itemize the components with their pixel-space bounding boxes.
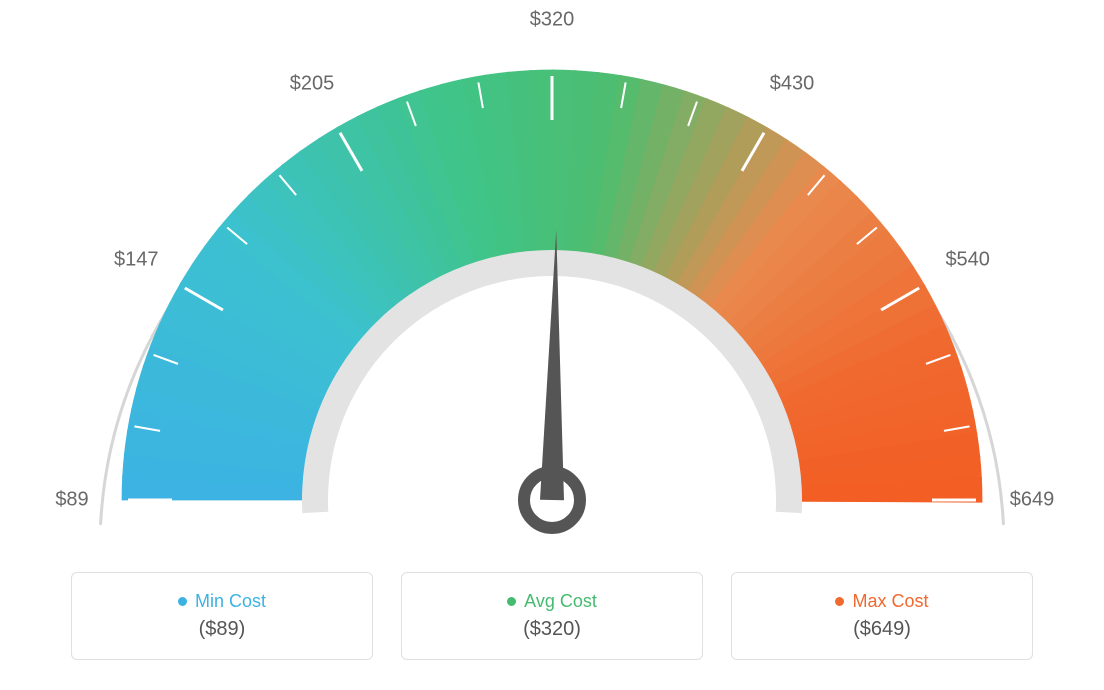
gauge-tick-label: $649 (1010, 489, 1055, 512)
legend-value-avg: ($320) (523, 618, 581, 641)
gauge-tick-label: $205 (290, 73, 335, 96)
dot-avg (507, 597, 516, 606)
gauge-tick-label: $430 (770, 73, 815, 96)
legend-card-avg: Avg Cost ($320) (401, 572, 703, 660)
legend-label-max: Max Cost (852, 591, 928, 612)
dot-min (178, 597, 187, 606)
legend-row: Min Cost ($89) Avg Cost ($320) Max Cost … (0, 572, 1104, 660)
legend-label-avg: Avg Cost (524, 591, 597, 612)
legend-value-min: ($89) (199, 618, 246, 641)
gauge-tick-label: $89 (55, 489, 88, 512)
dot-max (835, 597, 844, 606)
legend-value-max: ($649) (853, 618, 911, 641)
legend-label-min: Min Cost (195, 591, 266, 612)
legend-card-max: Max Cost ($649) (731, 572, 1033, 660)
legend-card-min: Min Cost ($89) (71, 572, 373, 660)
gauge-tick-label: $147 (114, 249, 159, 272)
cost-gauge: $89 $147 $205 $320 $430 $540 $649 (0, 0, 1104, 540)
gauge-tick-label: $320 (530, 9, 575, 32)
gauge-tick-label: $540 (945, 249, 990, 272)
